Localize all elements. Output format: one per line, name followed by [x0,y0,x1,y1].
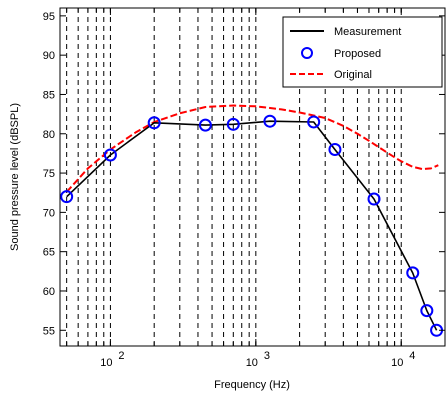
x-tick-exponent: 2 [118,350,124,362]
x-tick-exponent: 3 [264,350,270,362]
data-point-proposed [103,148,117,162]
x-axis-label: Frequency (Hz) [214,379,290,391]
series-layer [60,104,444,337]
x-tick-label: 10 [391,357,403,369]
x-tick-label: 10 [100,357,112,369]
data-point-proposed [328,142,342,156]
y-tick-label: 70 [43,207,55,219]
data-point-proposed [263,114,277,128]
data-point-proposed [60,190,74,204]
plot-area-frame [59,7,446,347]
data-point-proposed [226,117,240,131]
x-tick-exponent: 4 [409,350,415,362]
x-tick-label: 10 [246,357,258,369]
legend-measurement-label: Measurement [334,26,401,38]
y-tick-label: 85 [43,89,55,101]
y-tick-label: 80 [43,129,55,141]
data-point-proposed [367,192,381,206]
data-point-proposed [147,116,161,130]
legend-box [282,16,443,88]
data-point-proposed [406,266,420,280]
y-tick-label: 65 [43,247,55,259]
legend-original-label: Original [334,69,372,81]
data-point-proposed [307,115,321,129]
legend-proposed-label: Proposed [334,48,381,60]
tick-layer: 55 60 65 70 75 80 85 90 95 10 2 10 3 10 4 [43,8,446,369]
series-line-measurement [66,120,438,331]
y-tick-label: 60 [43,286,55,298]
data-point-proposed [198,118,212,132]
legend: Measurement Proposed Original [282,16,443,88]
data-point-proposed [420,304,434,318]
y-axis-label: Sound pressure level (dBSPL) [9,103,21,251]
legend-proposed-swatch [301,47,313,59]
series-line-original [65,104,439,193]
y-tick-label: 75 [43,168,55,180]
y-tick-label: 95 [43,11,55,23]
y-tick-label: 55 [43,325,55,337]
y-tick-label: 90 [43,50,55,62]
